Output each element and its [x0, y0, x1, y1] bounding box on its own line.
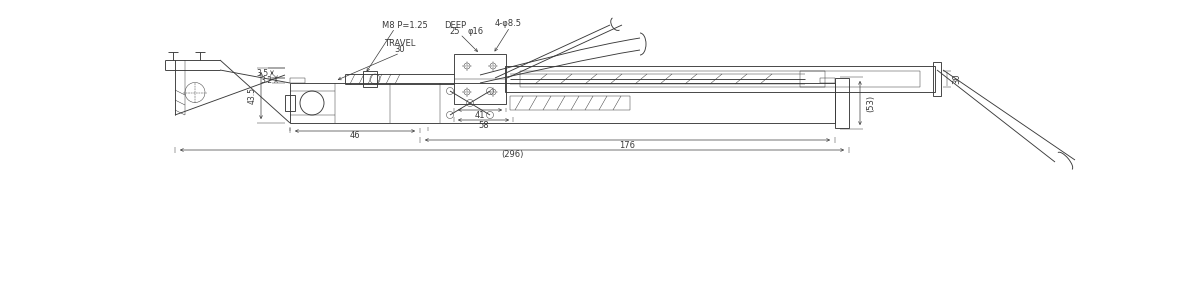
Bar — [835, 78, 849, 128]
Text: 58: 58 — [478, 121, 489, 130]
Text: 30: 30 — [952, 74, 962, 84]
Text: (53): (53) — [866, 95, 876, 112]
Text: 4-φ8.5: 4-φ8.5 — [495, 19, 521, 28]
Text: M8 P=1.25: M8 P=1.25 — [382, 21, 428, 30]
Text: (296): (296) — [501, 151, 524, 160]
Text: 46: 46 — [350, 131, 361, 140]
Bar — [520, 71, 920, 87]
Bar — [363, 71, 377, 87]
Bar — [800, 71, 825, 87]
Bar — [819, 78, 835, 83]
Bar — [285, 95, 295, 111]
Text: 43.5: 43.5 — [248, 86, 256, 104]
Text: 3.2: 3.2 — [260, 76, 272, 85]
Text: TRAVEL: TRAVEL — [385, 39, 416, 48]
Text: 25: 25 — [449, 26, 460, 35]
Bar — [933, 62, 940, 96]
Bar — [510, 96, 630, 110]
Bar — [290, 78, 305, 83]
Bar — [454, 54, 506, 104]
Text: DEEP: DEEP — [444, 21, 466, 30]
Text: 41: 41 — [474, 110, 485, 119]
Text: φ16: φ16 — [468, 26, 484, 35]
Text: 30: 30 — [394, 46, 405, 55]
Bar — [290, 83, 835, 123]
Bar — [506, 66, 934, 92]
Text: 176: 176 — [619, 140, 635, 150]
Text: 3.5: 3.5 — [256, 68, 268, 77]
